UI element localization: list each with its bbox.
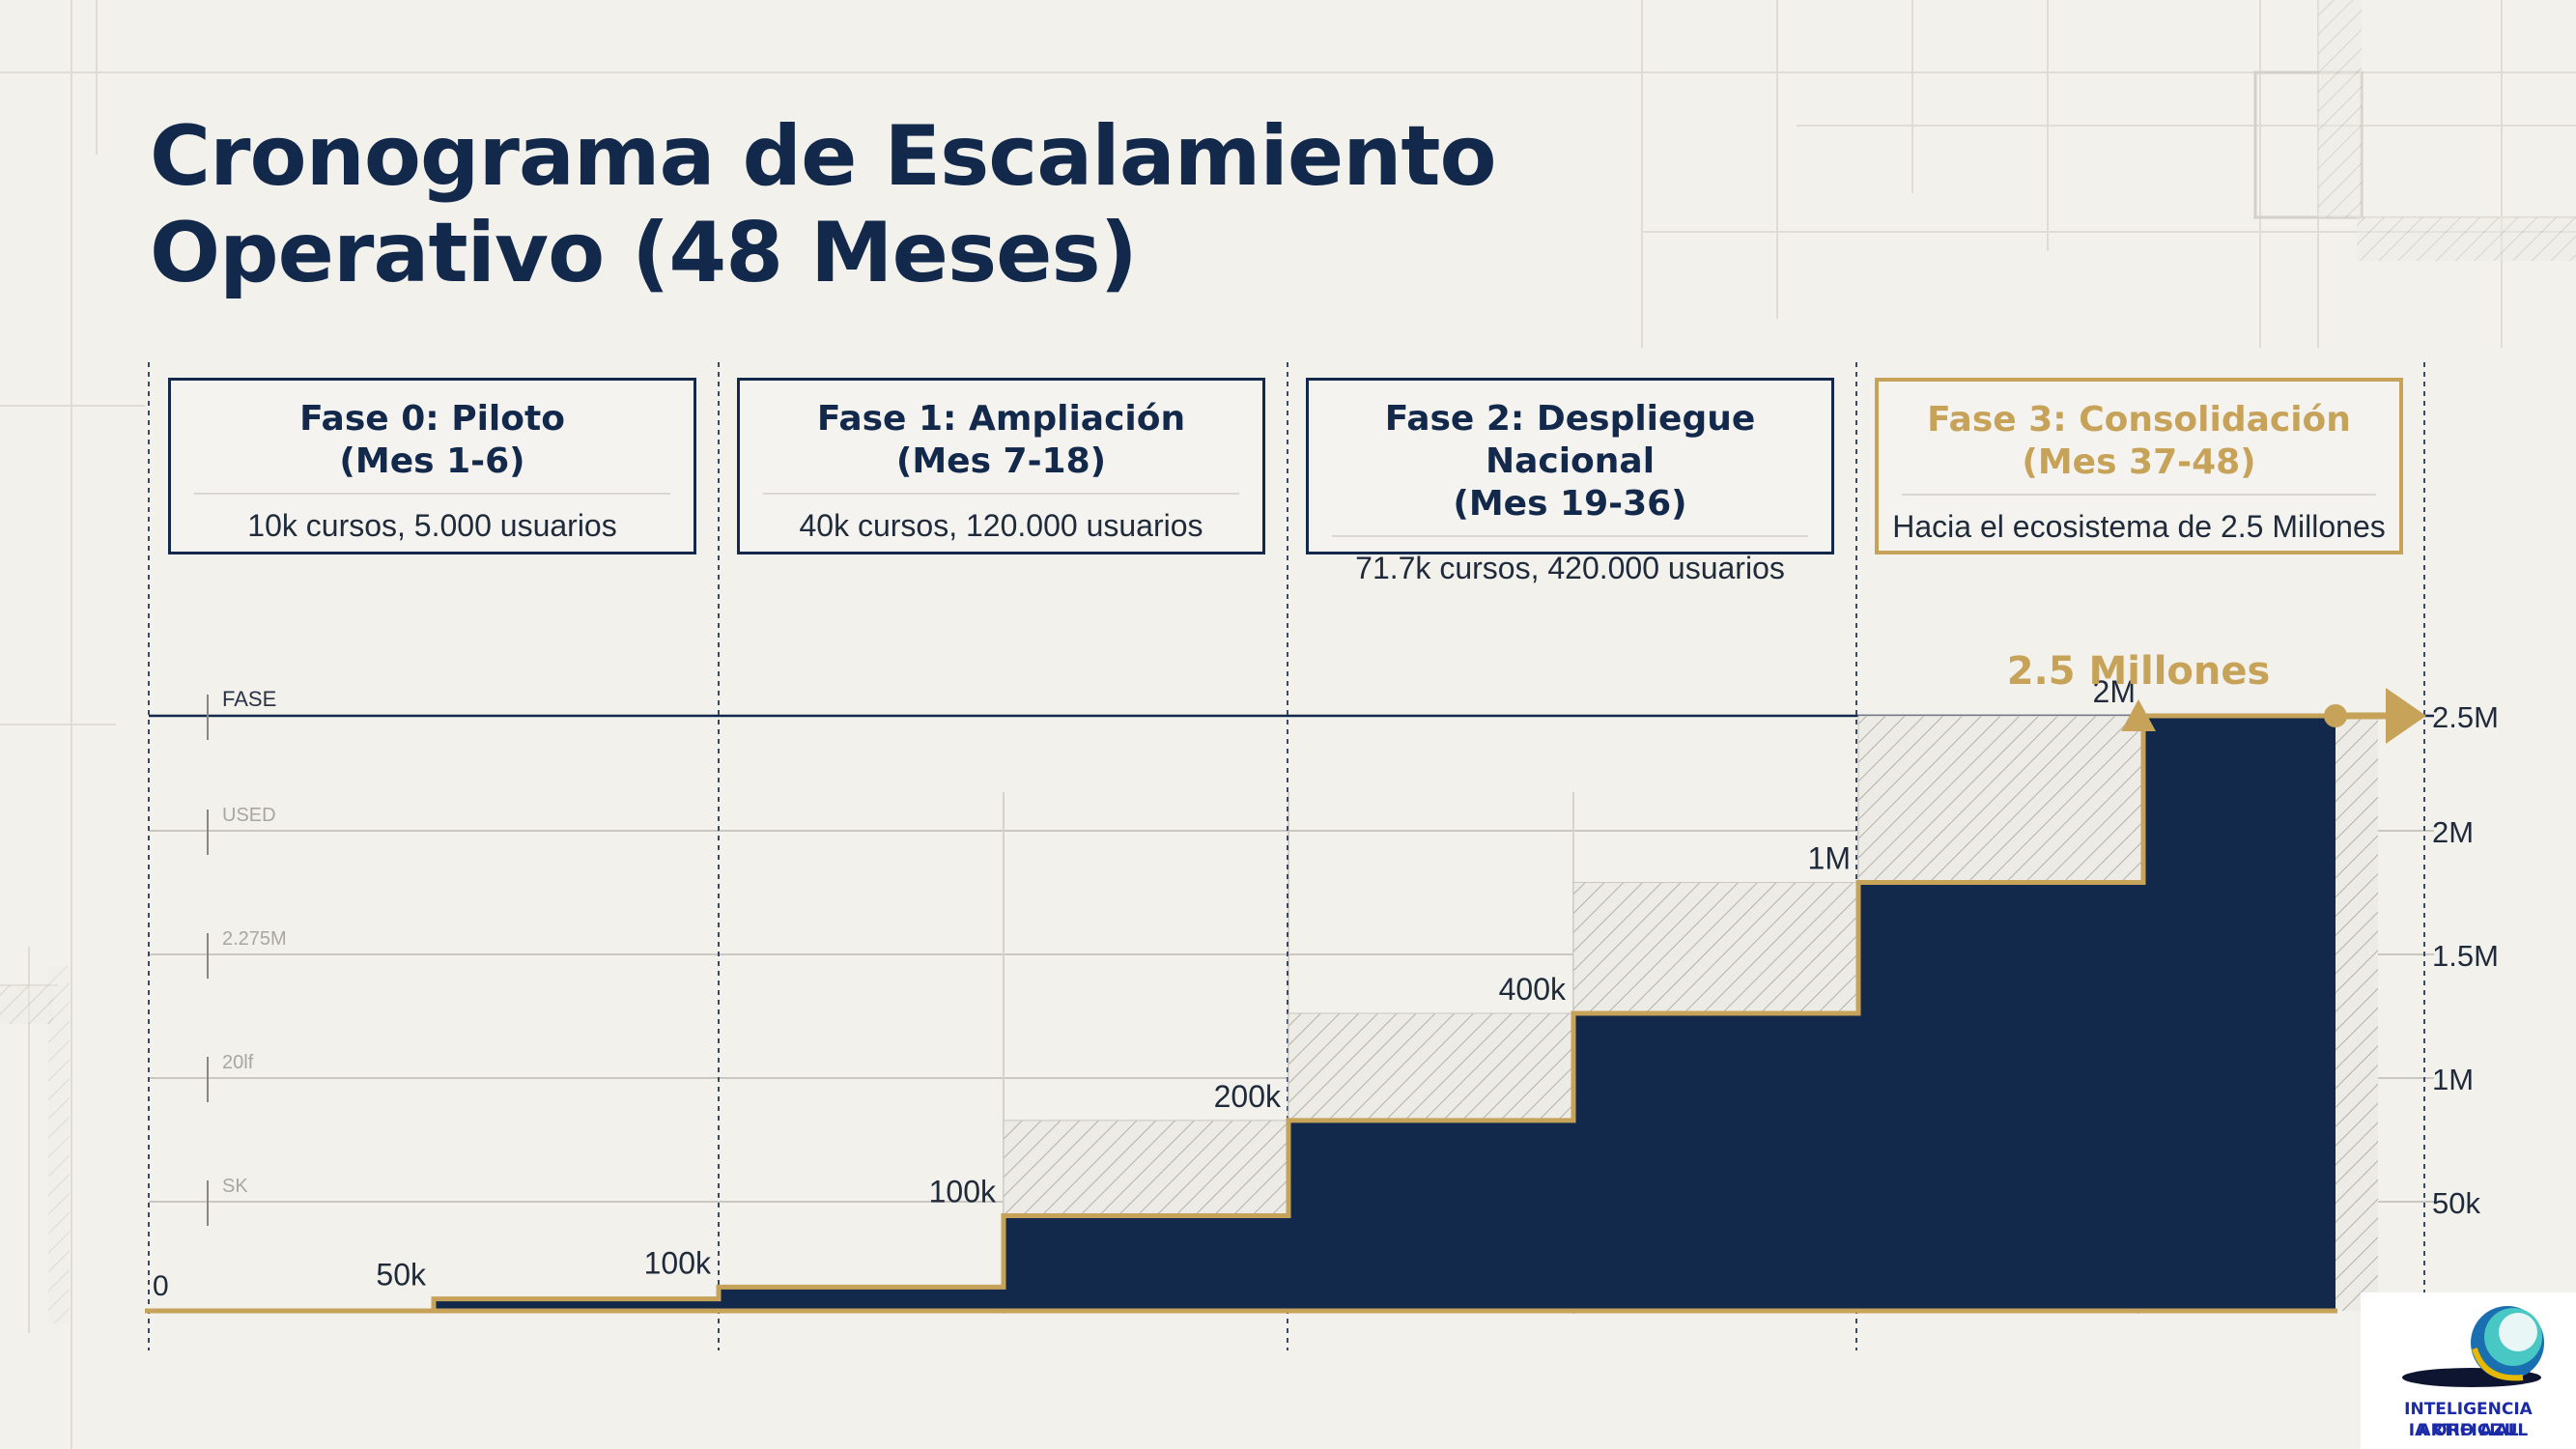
blueprint-hatch [2357, 217, 2576, 261]
right-axis-tick-label: 50k [2432, 1186, 2480, 1220]
step-arrow-head [2121, 699, 2156, 731]
phase-months: (Mes 1-6) [339, 441, 525, 481]
blueprint-hatch [2318, 0, 2362, 217]
step-value-label: 0 [153, 1270, 169, 1302]
chart-labels: 0 50k 100k 100k 200k 400k 1M 2M 2.5M 2M 1.5M 1M 50k F… [153, 649, 2499, 1302]
phase-card-0: Fase 0: Piloto (Mes 1-6) 10k cursos, 5.0… [168, 378, 696, 554]
phase-months: (Mes 37-48) [2022, 442, 2256, 482]
brand-logo: INTELIGENCIA ARTIFICIAL IA ORO AZUL [2361, 1293, 2576, 1449]
phase-card-2: Fase 2: Despliegue Nacional (Mes 19-36) … [1306, 378, 1834, 585]
target-arrow-head [2386, 688, 2426, 744]
phase-title: Fase 1: Ampliación (Mes 7-18) [740, 398, 1262, 483]
right-axis-tick-label: 2M [2432, 815, 2474, 849]
step-area [149, 716, 2335, 1311]
left-axis-label: SK [222, 1176, 248, 1197]
right-axis-tick-label: 1.5M [2432, 939, 2499, 973]
phase-description: Hacia el ecosistema de 2.5 Millones [1892, 509, 2386, 544]
phase-card-1: Fase 1: Ampliación (Mes 7-18) 40k cursos… [737, 378, 1265, 554]
phase-description: 71.7k cursos, 420.000 usuarios [1355, 551, 1785, 585]
step-value-label: 100k [644, 1245, 712, 1280]
left-axis-label: FASE [222, 687, 276, 711]
phase-title: Fase 0: Piloto (Mes 1-6) [171, 398, 694, 483]
step-value-label: 400k [1499, 972, 1567, 1007]
page-title-line-1: Cronograma de Escalamiento [150, 108, 1497, 205]
step-value-label: 50k [376, 1258, 427, 1293]
left-axis-label: 20lf [222, 1052, 254, 1073]
phase-name: Fase 1: Ampliación [816, 399, 1186, 439]
phase-name: Fase 3: Consolidación [1927, 400, 2351, 440]
phase-description: 40k cursos, 120.000 usuarios [799, 508, 1203, 543]
phase-card-3: Fase 3: Consolidación (Mes 37-48) Hacia … [1875, 378, 2403, 554]
phase-divider [763, 493, 1239, 495]
projection-hatch [1003, 715, 2378, 1311]
blueprint-hatch [48, 966, 70, 1323]
right-axis-tick-label: 2.5M [2432, 700, 2499, 734]
blueprint-hatch [0, 985, 53, 1024]
step-outline [149, 713, 2335, 1314]
logo-text-line-1: INTELIGENCIA ARTIFICIAL [2404, 1400, 2533, 1440]
phase-name: Fase 0: Piloto [299, 399, 565, 439]
right-axis-tick-label: 1M [2432, 1063, 2474, 1096]
hatch-projection [2335, 716, 2378, 1311]
step-value-label: 2M [2093, 674, 2136, 709]
page-title: Cronograma de Escalamiento Operativo (48… [150, 108, 1497, 301]
phase-divider [1332, 535, 1808, 537]
hatch-projection [1288, 1012, 1574, 1122]
logo-text-line-2: IA ORO AZUL [2408, 1421, 2529, 1440]
step-value-label: 1M [1808, 840, 1851, 875]
phase-description: 10k cursos, 5.000 usuarios [247, 508, 617, 543]
hatch-projection [1572, 881, 1859, 1014]
logo-mark-icon [2402, 1306, 2544, 1387]
phase-title: Fase 2: Despliegue Nacional (Mes 19-36) [1309, 398, 1831, 526]
growth-area [145, 713, 2337, 1314]
target-label: 2.5 Millones [2007, 649, 2271, 694]
left-axis-label: USED [222, 805, 276, 826]
phase-title: Fase 3: Consolidación (Mes 37-48) [1879, 399, 2399, 484]
step-value-label: 100k [929, 1174, 997, 1208]
hatch-projection [1003, 1120, 1289, 1216]
phase-name: Fase 2: Despliegue Nacional [1384, 399, 1756, 481]
phase-months: (Mes 7-18) [895, 441, 1107, 481]
phase-divider [194, 493, 670, 495]
phase-months: (Mes 19-36) [1453, 484, 1687, 524]
target-marker [2324, 704, 2347, 727]
chart-marks [2121, 688, 2426, 744]
step-value-label: 200k [1214, 1079, 1282, 1114]
left-axis-label: 2.275M [222, 928, 287, 950]
page-title-line-2: Operativo (48 Meses) [150, 205, 1138, 301]
hatch-projection [1857, 715, 2144, 883]
phase-divider [1902, 494, 2376, 496]
